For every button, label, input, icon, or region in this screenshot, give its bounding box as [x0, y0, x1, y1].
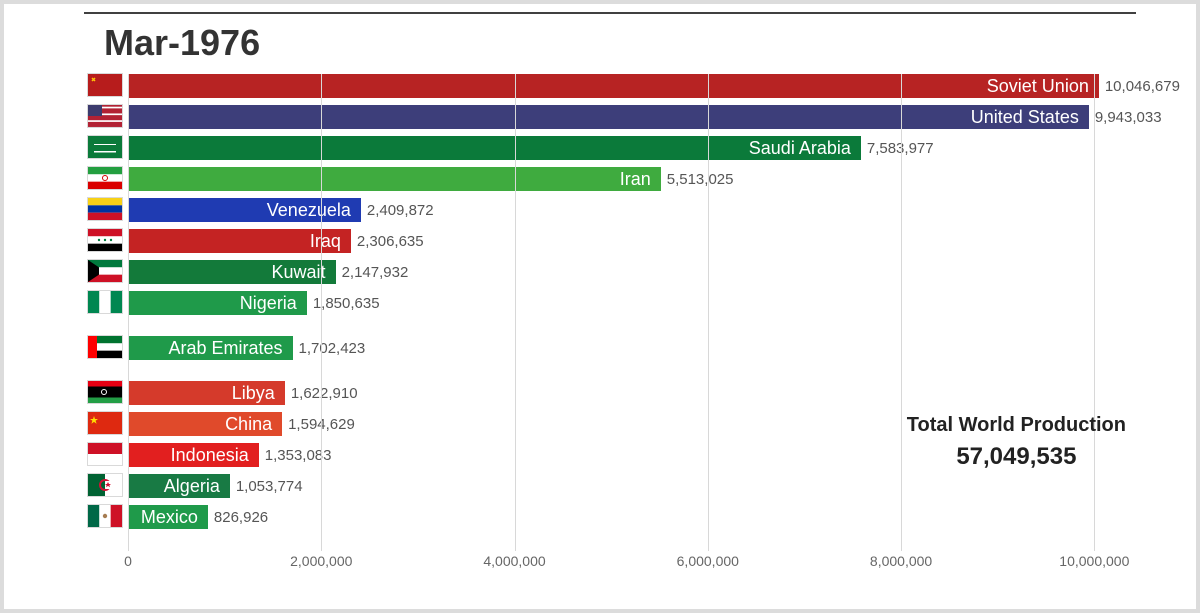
libya-flag-icon — [88, 381, 122, 403]
bar: United States — [128, 105, 1089, 129]
table-row: Iraq2,306,635 — [84, 229, 1104, 253]
bar-value: 5,513,025 — [667, 167, 734, 191]
bar: China — [128, 412, 282, 436]
bar: Libya — [128, 381, 285, 405]
gridline — [128, 74, 129, 551]
bar-value: 2,409,872 — [367, 198, 434, 222]
bar: Venezuela — [128, 198, 361, 222]
mexico-flag-icon — [88, 505, 122, 527]
table-row: Soviet Union10,046,679 — [84, 74, 1104, 98]
bar: Kuwait — [128, 260, 336, 284]
date-label: Mar-1976 — [104, 22, 260, 64]
bar: Mexico — [128, 505, 208, 529]
x-tick-label: 4,000,000 — [483, 553, 545, 569]
saudi-flag-icon — [88, 136, 122, 158]
gridline — [1094, 74, 1095, 551]
bar-value: 1,850,635 — [313, 291, 380, 315]
iraq-flag-icon — [88, 229, 122, 251]
bar: Iran — [128, 167, 661, 191]
bar-value: 2,147,932 — [342, 260, 409, 284]
table-row: Arab Emirates1,702,423 — [84, 336, 1104, 360]
bar-value: 10,046,679 — [1105, 74, 1180, 98]
bar: Saudi Arabia — [128, 136, 861, 160]
bar: Algeria — [128, 474, 230, 498]
uae-flag-icon — [88, 336, 122, 358]
table-row: United States9,943,033 — [84, 105, 1104, 129]
table-row: Venezuela2,409,872 — [84, 198, 1104, 222]
x-tick-label: 10,000,000 — [1059, 553, 1129, 569]
gridline — [515, 74, 516, 551]
algeria-flag-icon — [88, 474, 122, 496]
total-block: Total World Production 57,049,535 — [907, 414, 1126, 471]
table-row: Mexico826,926 — [84, 505, 1104, 529]
table-row: Libya1,622,910 — [84, 381, 1104, 405]
gridline — [321, 74, 322, 551]
kuwait-flag-icon — [88, 260, 122, 282]
bar: Iraq — [128, 229, 351, 253]
bar-value: 826,926 — [214, 505, 268, 529]
china-flag-icon — [88, 412, 122, 434]
table-row: Kuwait2,147,932 — [84, 260, 1104, 284]
table-row: Iran5,513,025 — [84, 167, 1104, 191]
bar: Arab Emirates — [128, 336, 293, 360]
x-tick-label: 6,000,000 — [677, 553, 739, 569]
soviet-flag-icon — [88, 74, 122, 96]
x-tick-label: 8,000,000 — [870, 553, 932, 569]
bar-value: 1,053,774 — [236, 474, 303, 498]
bar: Soviet Union — [128, 74, 1099, 98]
total-value: 57,049,535 — [907, 443, 1126, 471]
table-row: Saudi Arabia7,583,977 — [84, 136, 1104, 160]
bar-value: 9,943,033 — [1095, 105, 1162, 129]
venezuela-flag-icon — [88, 198, 122, 220]
nigeria-flag-icon — [88, 291, 122, 313]
x-tick-label: 2,000,000 — [290, 553, 352, 569]
x-tick-label: 0 — [124, 553, 132, 569]
bar-value: 2,306,635 — [357, 229, 424, 253]
total-label: Total World Production — [907, 414, 1126, 437]
indonesia-flag-icon — [88, 443, 122, 465]
bar: Indonesia — [128, 443, 259, 467]
table-row: Algeria1,053,774 — [84, 474, 1104, 498]
chart-frame: Mar-1976 Soviet Union10,046,679United St… — [0, 0, 1200, 613]
table-row: Nigeria1,850,635 — [84, 291, 1104, 315]
gridline — [901, 74, 902, 551]
bar-value: 1,702,423 — [299, 336, 366, 360]
iran-flag-icon — [88, 167, 122, 189]
usa-flag-icon — [88, 105, 122, 127]
bar-chart: Soviet Union10,046,679 United States9,943… — [84, 74, 1104, 569]
bar: Nigeria — [128, 291, 307, 315]
top-divider — [84, 12, 1136, 14]
gridline — [708, 74, 709, 551]
bar-value: 1,622,910 — [291, 381, 358, 405]
chart-rows: Soviet Union10,046,679 United States9,943… — [84, 74, 1104, 549]
